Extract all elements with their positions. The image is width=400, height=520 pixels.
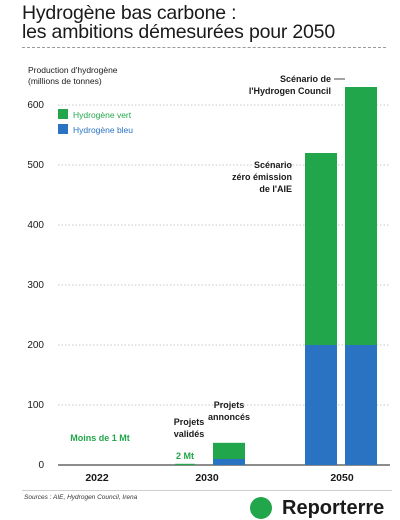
bar-2030-validated-label: validés <box>174 429 205 439</box>
y-tick-label: 0 <box>38 460 44 471</box>
bar-2050-hc-label: Scénario de <box>280 74 331 84</box>
x-tick-label: 2050 <box>330 472 354 484</box>
bar-chart: Production d'hydrogène(millions de tonne… <box>27 65 390 484</box>
reporterre-logo-icon <box>250 497 272 519</box>
bar-2030-validated-value: 2 Mt <box>176 451 194 461</box>
bar-2030-announced-label: annoncés <box>208 412 250 422</box>
bar-blue-segment <box>213 459 245 465</box>
y-tick-label: 200 <box>27 340 44 351</box>
bar-2050-iea-label: de l'AIE <box>259 184 292 194</box>
x-tick-label: 2022 <box>85 472 109 484</box>
legend-swatch <box>58 124 68 134</box>
legend-label: Hydrogène bleu <box>73 125 133 135</box>
bar-2030-validated-label: Projets <box>174 417 205 427</box>
bar-2050-hc-label: l'Hydrogen Council <box>249 86 331 96</box>
y-tick-label: 500 <box>27 160 44 171</box>
bar-green-segment <box>175 463 195 465</box>
y-tick-label: 100 <box>27 400 44 411</box>
logo-text: Reporterre <box>282 496 385 519</box>
reporterre-logo: Reporterre <box>250 495 400 519</box>
bar-blue-segment <box>345 345 377 465</box>
y-tick-label: 300 <box>27 280 44 291</box>
y-tick-label: 400 <box>27 220 44 231</box>
bar-2050-iea-label: zéro émission <box>232 172 292 182</box>
bar-2050-iea-label: Scénario <box>254 160 293 170</box>
legend-label: Hydrogène vert <box>73 110 132 120</box>
title-line-1: Hydrogène bas carbone : <box>22 2 237 24</box>
x-tick-label: 2030 <box>195 472 219 484</box>
y-axis-unit: (millions de tonnes) <box>28 76 102 86</box>
y-axis-label: Production d'hydrogène <box>28 65 118 75</box>
bar-2022-label: Moins de 1 Mt <box>70 433 130 443</box>
footer-divider <box>22 490 392 491</box>
title-line-2: les ambitions démesurées pour 2050 <box>22 21 335 43</box>
bar-2030-announced-label: Projets <box>214 400 245 410</box>
chart-title: Hydrogène bas carbone : les ambitions dé… <box>22 2 392 43</box>
y-tick-label: 600 <box>27 100 44 111</box>
bar-green-segment <box>305 153 337 345</box>
bar-green-segment <box>213 442 245 459</box>
bar-blue-segment <box>305 345 337 465</box>
bar-green-segment <box>345 87 377 345</box>
legend-swatch <box>58 109 68 119</box>
sources-note: Sources : AIE, Hydrogen Council, Irena <box>24 494 138 501</box>
title-divider <box>22 47 386 48</box>
